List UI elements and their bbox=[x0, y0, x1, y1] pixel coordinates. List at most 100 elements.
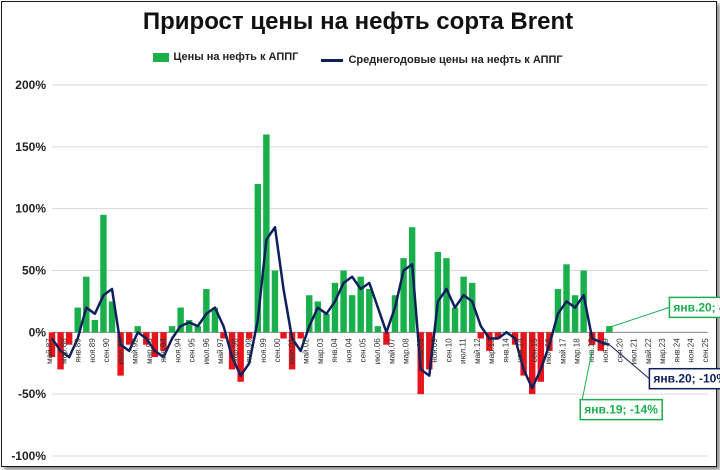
bar bbox=[606, 326, 613, 333]
x-tick-label: май.92 bbox=[131, 338, 140, 364]
bar bbox=[108, 301, 116, 333]
bar bbox=[408, 227, 416, 333]
x-tick-label: янв.24 bbox=[672, 338, 681, 363]
x-tick-label: сен.05 bbox=[359, 338, 368, 363]
bar bbox=[288, 332, 296, 370]
bar bbox=[185, 319, 193, 333]
legend-item-line: Среднегодовые цены на нефть к АППГ bbox=[321, 54, 563, 66]
bar bbox=[194, 326, 201, 333]
x-tick-label: янв.19 bbox=[587, 338, 596, 363]
annotation-label: янв.20; -10% bbox=[653, 372, 720, 386]
y-tick-label: -50% bbox=[18, 387, 46, 401]
x-tick-label: ноя.09 bbox=[430, 338, 439, 363]
x-tick-label: ноя.04 bbox=[344, 338, 353, 363]
annotation-box bbox=[668, 296, 720, 319]
annotation-box bbox=[579, 398, 663, 421]
bar bbox=[468, 282, 476, 333]
x-tick-label: мар.13 bbox=[487, 338, 496, 364]
bar bbox=[400, 258, 407, 333]
bar bbox=[100, 214, 107, 333]
x-tick-label: мар.18 bbox=[573, 338, 582, 364]
bar bbox=[486, 332, 493, 351]
bar bbox=[314, 301, 322, 333]
x-tick-label: янв.99 bbox=[245, 338, 254, 363]
x-tick-label: сен.15 bbox=[530, 338, 539, 363]
x-tick-label: янв.89 bbox=[74, 338, 83, 363]
annotation-leader bbox=[609, 344, 650, 380]
bar bbox=[134, 326, 141, 333]
x-tick-label: июл.96 bbox=[202, 338, 211, 365]
x-tick-label: янв.94 bbox=[159, 338, 168, 363]
legend-swatch-bars bbox=[153, 52, 170, 62]
bar bbox=[426, 332, 433, 370]
x-tick-label: мар.03 bbox=[316, 338, 325, 364]
x-tick-label: май.22 bbox=[644, 338, 653, 364]
bar bbox=[211, 307, 219, 333]
bar bbox=[237, 332, 244, 382]
bar bbox=[331, 282, 339, 333]
bar bbox=[254, 183, 262, 333]
x-tick-label: ноя.99 bbox=[259, 338, 268, 363]
bar bbox=[528, 332, 536, 395]
bar bbox=[271, 270, 279, 333]
x-tick-label: мар.93 bbox=[145, 338, 154, 364]
bar bbox=[48, 332, 56, 358]
bar bbox=[297, 332, 304, 339]
bar bbox=[280, 332, 287, 339]
y-tick-label: 50% bbox=[22, 264, 46, 278]
legend-item-bars: Цены на нефть к АППГ bbox=[153, 51, 298, 63]
annotation-label: янв.19; -14% bbox=[584, 403, 658, 417]
x-tick-label: мар.88 bbox=[59, 338, 68, 364]
x-tick-label: янв.04 bbox=[330, 338, 339, 363]
bar bbox=[160, 332, 167, 351]
bar bbox=[434, 251, 442, 333]
bar bbox=[383, 332, 390, 345]
bar bbox=[443, 258, 450, 333]
bar bbox=[228, 332, 236, 370]
bar bbox=[563, 264, 570, 333]
x-tick-label: июл.16 bbox=[544, 338, 553, 365]
x-tick-label: ноя.14 bbox=[516, 338, 525, 363]
x-tick-label: сен.25 bbox=[701, 338, 710, 363]
bar bbox=[168, 326, 176, 333]
legend-label-line: Среднегодовые цены на нефть к АППГ bbox=[348, 54, 563, 66]
chart-legend: Цены на нефть к АППГ Среднегодовые цены … bbox=[0, 51, 716, 66]
x-tick-label: май.97 bbox=[216, 338, 225, 364]
x-tick-label: май.07 bbox=[387, 338, 396, 364]
bar bbox=[460, 276, 467, 333]
x-tick-label: ноя.94 bbox=[173, 338, 182, 363]
x-tick-label: май.02 bbox=[302, 338, 311, 364]
bar bbox=[520, 332, 527, 376]
annotation-label: янв.20; 4% bbox=[673, 300, 720, 314]
bar bbox=[348, 295, 356, 333]
bar bbox=[117, 332, 124, 376]
bar bbox=[74, 307, 81, 333]
bar bbox=[340, 270, 347, 333]
bar bbox=[554, 289, 562, 333]
x-tick-label: июл.91 bbox=[116, 338, 125, 365]
x-tick-label: мар.23 bbox=[658, 338, 667, 364]
bar bbox=[571, 295, 579, 333]
x-tick-label: ноя.89 bbox=[88, 338, 97, 363]
bar bbox=[83, 276, 90, 333]
x-tick-label: янв.14 bbox=[501, 338, 510, 363]
y-tick-label: 150% bbox=[15, 140, 46, 154]
bar bbox=[391, 295, 399, 333]
x-tick-label: сен.95 bbox=[188, 338, 197, 363]
chart-title: Прирост цены на нефть сорта Brent bbox=[142, 8, 574, 35]
bar bbox=[177, 307, 184, 333]
x-tick-label: июл.01 bbox=[287, 338, 296, 365]
y-tick-label: 100% bbox=[15, 202, 46, 216]
x-tick-label: май.17 bbox=[558, 338, 567, 364]
bar bbox=[537, 332, 544, 382]
annotation-leader bbox=[609, 306, 670, 328]
x-tick-label: июл.06 bbox=[373, 338, 382, 365]
x-tick-label: сен.00 bbox=[273, 338, 282, 363]
series-line bbox=[50, 225, 610, 390]
bar bbox=[366, 289, 373, 333]
bar bbox=[323, 313, 330, 333]
bar bbox=[451, 307, 459, 333]
x-tick-label: июл.21 bbox=[630, 338, 639, 365]
